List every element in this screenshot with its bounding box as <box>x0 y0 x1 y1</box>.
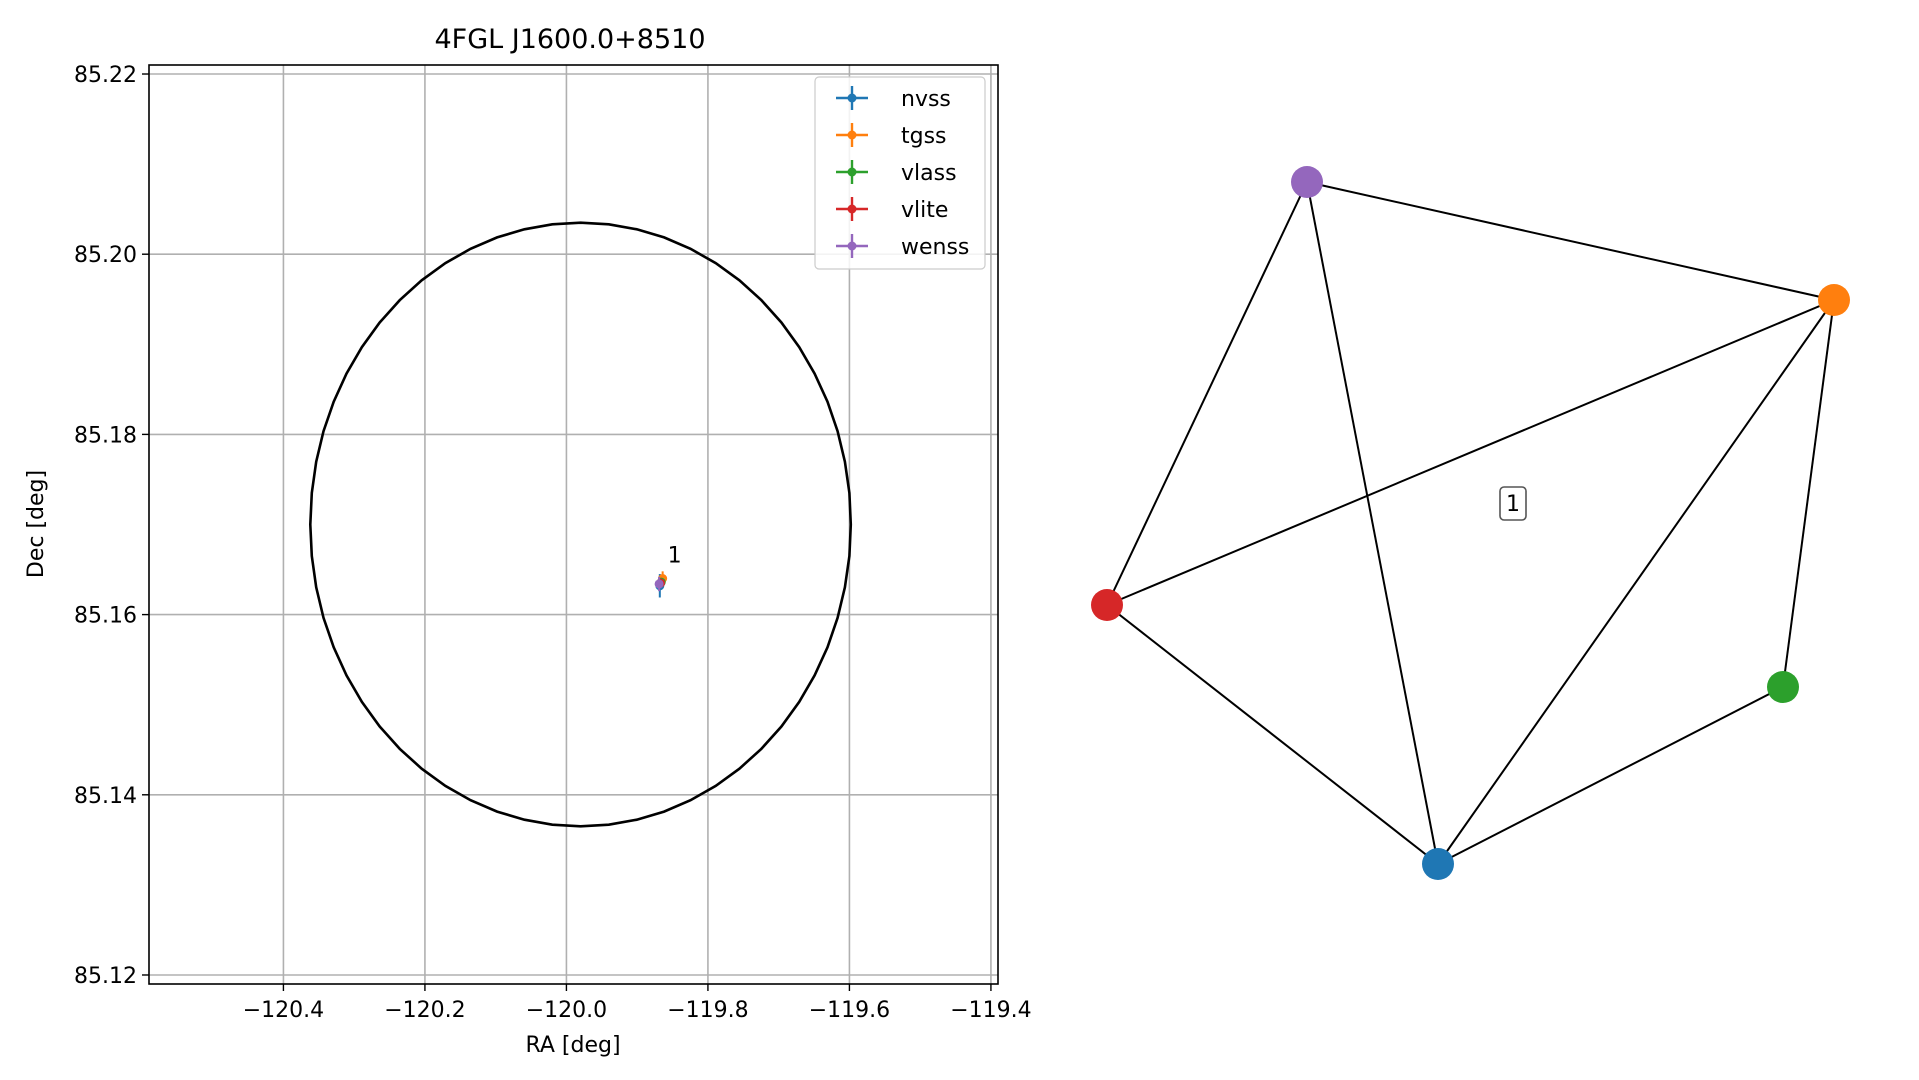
legend-label: nvss <box>901 87 951 112</box>
node-wenss <box>1291 166 1323 198</box>
legend-marker-dot <box>848 168 857 177</box>
node-nvss <box>1422 848 1454 880</box>
y-axis-ticks: 85.12 85.14 85.16 85.18 85.20 85.22 <box>74 63 149 989</box>
x-tick-label: −120.0 <box>526 998 607 1023</box>
node-tgss <box>1818 284 1850 316</box>
cluster-label-box: 1 <box>1500 487 1526 520</box>
edge-tgss-vlite <box>1107 300 1834 605</box>
edge-tgss-nvss <box>1438 300 1834 864</box>
data-points <box>655 571 668 597</box>
legend-marker-dot <box>848 242 857 251</box>
x-tick-label: −119.8 <box>667 998 748 1023</box>
node-vlass <box>1767 671 1799 703</box>
x-tick-label: −120.2 <box>384 998 465 1023</box>
legend-label: tgss <box>901 124 947 149</box>
y-tick-label: 85.16 <box>74 604 137 629</box>
y-tick-label: 85.20 <box>74 243 137 268</box>
y-axis-label: Dec [deg] <box>24 470 49 578</box>
x-axis-ticks: −120.4 −120.2 −120.0 −119.8 −119.6 −119.4 <box>243 984 1032 1023</box>
edge-wenss-nvss <box>1307 182 1438 864</box>
edge-nvss-vlass <box>1438 687 1783 864</box>
cluster-label: 1 <box>1506 492 1520 517</box>
x-tick-label: −120.4 <box>243 998 324 1023</box>
legend-marker-dot <box>848 205 857 214</box>
x-tick-label: −119.4 <box>950 998 1031 1023</box>
localization-ellipse <box>310 223 851 827</box>
legend-label: vlass <box>901 161 957 186</box>
x-axis-label: RA [deg] <box>525 1033 620 1058</box>
legend-marker-dot <box>848 131 857 140</box>
graph-edges <box>1107 182 1834 864</box>
plot-title: 4FGL J1600.0+8510 <box>434 24 705 55</box>
node-vlite <box>1091 589 1123 621</box>
edge-wenss-tgss <box>1307 182 1834 300</box>
edge-tgss-vlass <box>1783 300 1834 687</box>
y-tick-label: 85.22 <box>74 63 137 88</box>
y-tick-label: 85.12 <box>74 964 137 989</box>
y-tick-label: 85.14 <box>74 784 137 809</box>
edge-vlite-nvss <box>1107 605 1438 864</box>
legend: nvss tgss vlass vlite wenss <box>815 77 985 269</box>
marker <box>655 579 664 588</box>
point-annotation: 1 <box>668 543 682 568</box>
sky-position-plot: 4FGL J1600.0+8510 1 −120.4 −120.2 −120.0 −1… <box>24 24 1032 1058</box>
localization-ellipse-layer <box>310 223 851 827</box>
legend-label: vlite <box>901 198 948 223</box>
annotations: 1 <box>668 543 682 568</box>
legend-label: wenss <box>901 235 969 260</box>
edge-wenss-vlite <box>1107 182 1307 605</box>
graph-nodes <box>1091 166 1850 880</box>
legend-marker-dot <box>848 94 857 103</box>
y-tick-label: 85.18 <box>74 423 137 448</box>
x-tick-label: −119.6 <box>809 998 890 1023</box>
network-graph: 1 <box>1091 166 1850 880</box>
